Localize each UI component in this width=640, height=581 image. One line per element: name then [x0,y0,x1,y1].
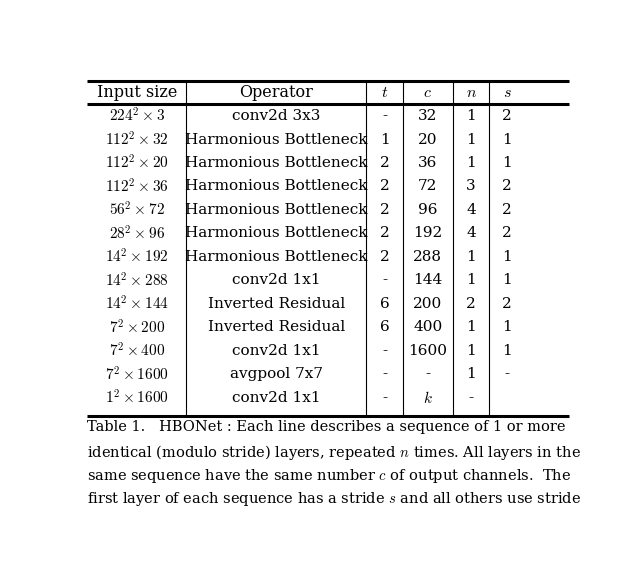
Text: -: - [382,109,387,123]
Text: 1: 1 [380,132,389,146]
Text: 2: 2 [380,156,389,170]
Text: 4: 4 [467,203,476,217]
Text: 3: 3 [467,180,476,193]
Text: 1: 1 [502,132,512,146]
Text: 192: 192 [413,227,442,241]
Text: $14^{2} \times 192$: $14^{2} \times 192$ [105,248,168,266]
Text: 144: 144 [413,273,442,288]
Text: $k$: $k$ [423,390,433,406]
Text: Harmonious Bottleneck: Harmonious Bottleneck [185,227,367,241]
Text: $112^{2} \times 36$: $112^{2} \times 36$ [105,177,169,196]
Text: -: - [505,367,510,381]
Text: first layer of each sequence has a stride $s$ and all others use stride: first layer of each sequence has a strid… [88,490,582,508]
Text: same sequence have the same number $c$ of output channels.  The: same sequence have the same number $c$ o… [88,467,572,485]
Text: $14^{2} \times 288$: $14^{2} \times 288$ [105,271,169,289]
Text: 2: 2 [380,250,389,264]
Text: 2: 2 [380,227,389,241]
Text: $224^{2} \times 3$: $224^{2} \times 3$ [109,107,165,125]
Text: $112^{2} \times 20$: $112^{2} \times 20$ [105,154,169,172]
Text: -: - [382,273,387,288]
Text: $28^{2} \times 96$: $28^{2} \times 96$ [109,224,165,242]
Text: conv2d 3x3: conv2d 3x3 [232,109,321,123]
Text: conv2d 1x1: conv2d 1x1 [232,273,321,288]
Text: Input size: Input size [97,84,177,101]
Text: -: - [468,390,474,404]
Text: 32: 32 [418,109,438,123]
Text: 2: 2 [380,180,389,193]
Text: 20: 20 [418,132,438,146]
Text: 1: 1 [502,250,512,264]
Text: Harmonious Bottleneck: Harmonious Bottleneck [185,132,367,146]
Text: 1: 1 [467,320,476,334]
Text: Harmonious Bottleneck: Harmonious Bottleneck [185,203,367,217]
Text: 36: 36 [418,156,438,170]
Text: Harmonious Bottleneck: Harmonious Bottleneck [185,250,367,264]
Text: 288: 288 [413,250,442,264]
Text: 96: 96 [418,203,438,217]
Text: identical (modulo stride) layers, repeated $n$ times. All layers in the: identical (modulo stride) layers, repeat… [88,443,581,462]
Text: 4: 4 [467,227,476,241]
Text: $t$: $t$ [381,84,388,101]
Text: $7^{2} \times 200$: $7^{2} \times 200$ [109,318,165,336]
Text: $c$: $c$ [424,84,432,101]
Text: 1: 1 [467,367,476,381]
Text: 1: 1 [502,320,512,334]
Text: 6: 6 [380,320,389,334]
Text: 1: 1 [467,250,476,264]
Text: 1600: 1600 [408,344,447,358]
Text: conv2d 1x1: conv2d 1x1 [232,344,321,358]
Text: 2: 2 [502,297,512,311]
Text: 1: 1 [502,273,512,288]
Text: $s$: $s$ [503,84,511,101]
Text: 1: 1 [467,273,476,288]
Text: -: - [425,367,430,381]
Text: 2: 2 [502,227,512,241]
Text: Harmonious Bottleneck: Harmonious Bottleneck [185,180,367,193]
Text: Inverted Residual: Inverted Residual [207,297,345,311]
Text: $14^{2} \times 144$: $14^{2} \times 144$ [105,295,169,313]
Text: 1: 1 [467,156,476,170]
Text: $n$: $n$ [465,84,477,101]
Text: 1: 1 [467,344,476,358]
Text: -: - [382,344,387,358]
Text: 2: 2 [502,180,512,193]
Text: $1^{2} \times 1600$: $1^{2} \times 1600$ [105,389,169,407]
Text: 72: 72 [418,180,438,193]
Text: 2: 2 [502,203,512,217]
Text: $7^{2} \times 1600$: $7^{2} \times 1600$ [105,365,169,383]
Text: avgpool 7x7: avgpool 7x7 [230,367,323,381]
Text: $7^{2} \times 400$: $7^{2} \times 400$ [109,342,165,360]
Text: $112^{2} \times 32$: $112^{2} \times 32$ [105,131,168,149]
Text: 1: 1 [502,156,512,170]
Text: 200: 200 [413,297,442,311]
Text: 1: 1 [502,344,512,358]
Text: Harmonious Bottleneck: Harmonious Bottleneck [185,156,367,170]
Text: Operator: Operator [239,84,313,101]
Text: 400: 400 [413,320,442,334]
Text: Inverted Residual: Inverted Residual [207,320,345,334]
Text: $56^{2} \times 72$: $56^{2} \times 72$ [109,201,164,219]
Text: -: - [382,390,387,404]
Text: -: - [382,367,387,381]
Text: Table 1.   HBONet : Each line describes a sequence of 1 or more: Table 1. HBONet : Each line describes a … [88,420,566,434]
Text: 2: 2 [502,109,512,123]
Text: conv2d 1x1: conv2d 1x1 [232,390,321,404]
Text: 2: 2 [380,203,389,217]
Text: 2: 2 [467,297,476,311]
Text: 1: 1 [467,132,476,146]
Text: 1: 1 [467,109,476,123]
Text: 6: 6 [380,297,389,311]
